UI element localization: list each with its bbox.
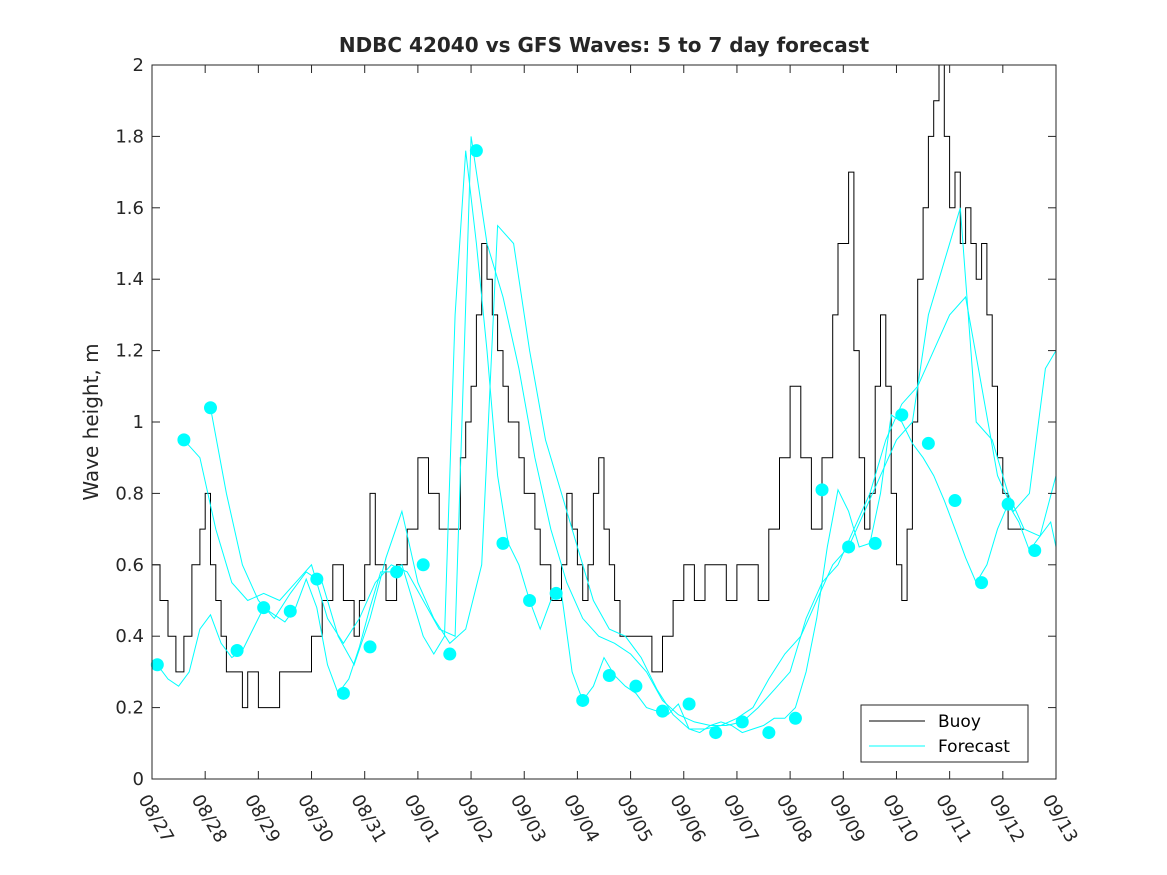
buoy-series-line [152, 64, 1025, 709]
forecast-series-line [156, 150, 1057, 734]
forecast-marker [363, 640, 377, 654]
forecast-marker [257, 601, 271, 615]
y-tick-label: 0.2 [115, 698, 144, 719]
forecast-marker [1028, 544, 1042, 558]
forecast-marker [709, 726, 723, 740]
forecast-marker [469, 144, 483, 158]
forecast-marker [177, 433, 191, 447]
y-tick-label: 0.4 [115, 626, 144, 647]
forecast-marker [523, 594, 537, 607]
plot-area [152, 65, 1056, 779]
forecast-marker [762, 726, 776, 740]
forecast-series-line [183, 136, 1057, 726]
legend-box [860, 704, 1029, 763]
forecast-marker [975, 576, 989, 590]
legend-forecast-label: Forecast [938, 737, 1010, 757]
legend: Buoy Forecast [860, 704, 1029, 763]
y-tick-label: 1 [133, 412, 144, 433]
forecast-series-line [210, 207, 1057, 730]
y-tick-label: 2 [133, 55, 144, 76]
forecast-marker [815, 483, 829, 497]
y-tick-label: 1.8 [115, 126, 144, 147]
forecast-marker [735, 715, 749, 729]
forecast-marker [842, 540, 856, 554]
forecast-marker [948, 494, 962, 508]
series-layer [150, 64, 1057, 740]
forecast-marker [496, 536, 510, 550]
forecast-marker [682, 697, 696, 711]
y-tick-label: 1.6 [115, 198, 144, 219]
forecast-marker [895, 408, 909, 422]
forecast-marker [868, 536, 882, 550]
forecast-marker [576, 693, 590, 707]
forecast-marker [336, 686, 350, 700]
forecast-marker [788, 711, 802, 725]
y-tick-label: 0.6 [115, 555, 144, 576]
y-tick-label: 1.4 [115, 269, 144, 290]
y-axis-label: Wave height, m [79, 343, 103, 500]
forecast-marker [602, 668, 616, 682]
chart-title: NDBC 42040 vs GFS Waves: 5 to 7 day fore… [339, 33, 870, 57]
y-tick-label: 0.8 [115, 483, 144, 504]
forecast-marker [655, 704, 669, 718]
y-tick-label: 0 [133, 769, 144, 790]
forecast-marker [230, 643, 244, 657]
forecast-marker [629, 679, 643, 693]
forecast-marker [921, 436, 935, 450]
forecast-marker [390, 565, 404, 579]
forecast-marker [416, 558, 430, 572]
y-tick-label: 1.2 [115, 341, 144, 362]
forecast-marker [443, 647, 457, 661]
forecast-marker [549, 586, 563, 600]
forecast-marker [203, 401, 217, 415]
forecast-marker [1001, 497, 1015, 511]
forecast-marker [150, 658, 164, 672]
forecast-marker [310, 572, 324, 586]
forecast-marker [283, 604, 297, 618]
legend-buoy-label: Buoy [938, 712, 981, 732]
